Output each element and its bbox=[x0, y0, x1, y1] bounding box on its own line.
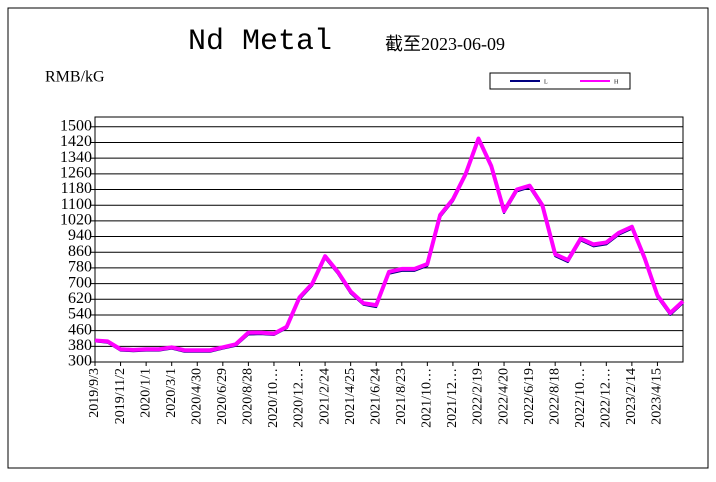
x-tick-label: 2019/11/2 bbox=[113, 368, 128, 424]
y-tick-label: 460 bbox=[68, 321, 92, 338]
x-tick-label: 2021/12… bbox=[445, 368, 460, 428]
y-tick-label: 620 bbox=[68, 290, 92, 307]
y-tick-label: 1100 bbox=[61, 196, 92, 213]
y-tick-label: 780 bbox=[68, 259, 92, 276]
y-tick-label: 540 bbox=[68, 306, 92, 323]
x-tick-label: 2020/8/28 bbox=[241, 368, 256, 425]
plot-area bbox=[94, 116, 684, 363]
x-tick-label: 2022/8/18 bbox=[547, 368, 562, 425]
y-tick-label: 700 bbox=[68, 274, 92, 291]
x-tick-label: 2021/6/24 bbox=[368, 368, 383, 425]
x-tick-label: 2023/4/15 bbox=[650, 368, 665, 425]
y-axis-title: RMB/kG bbox=[45, 69, 105, 86]
chart-subtitle: 截至2023-06-09 bbox=[385, 34, 505, 54]
legend-label: L bbox=[544, 79, 548, 85]
y-tick-label: 1020 bbox=[60, 212, 92, 229]
y-tick-label: 380 bbox=[68, 337, 92, 354]
x-tick-label: 2020/3/1 bbox=[164, 368, 179, 418]
y-tick-label: 1260 bbox=[60, 165, 92, 182]
x-tick-label: 2021/4/25 bbox=[343, 368, 358, 425]
x-tick-label: 2019/9/3 bbox=[87, 368, 102, 418]
y-tick-label: 940 bbox=[68, 227, 92, 244]
y-tick-label: 1500 bbox=[60, 117, 92, 134]
x-tick-label: 2020/1/1 bbox=[138, 368, 153, 418]
y-tick-label: 1420 bbox=[60, 133, 92, 150]
x-tick-label: 2022/4/20 bbox=[496, 368, 511, 425]
x-tick-label: 2021/8/23 bbox=[394, 368, 409, 425]
x-tick-label: 2022/10… bbox=[573, 368, 588, 428]
y-tick-label: 860 bbox=[68, 243, 92, 260]
x-tick-label: 2022/6/19 bbox=[522, 368, 537, 425]
x-tick-label: 2020/10… bbox=[266, 368, 281, 428]
line-series bbox=[94, 136, 685, 353]
x-tick-label: 2020/6/29 bbox=[215, 368, 230, 425]
x-tick-label: 2021/10… bbox=[420, 368, 435, 428]
y-tick-label: 1180 bbox=[61, 180, 92, 197]
x-tick-label: 2020/12… bbox=[292, 368, 307, 428]
x-tick-label: 2021/2/24 bbox=[317, 368, 332, 425]
x-tick-label: 2022/2/19 bbox=[471, 368, 486, 425]
legend-label: H bbox=[614, 79, 619, 85]
y-tick-label: 1340 bbox=[60, 149, 92, 166]
x-tick-label: 2022/12… bbox=[599, 368, 614, 428]
x-tick-label: 2023/2/14 bbox=[624, 368, 639, 425]
legend bbox=[489, 72, 631, 90]
chart-title: Nd Metal bbox=[188, 25, 332, 59]
x-tick-label: 2020/4/30 bbox=[189, 368, 204, 425]
y-tick-label: 300 bbox=[68, 353, 92, 370]
